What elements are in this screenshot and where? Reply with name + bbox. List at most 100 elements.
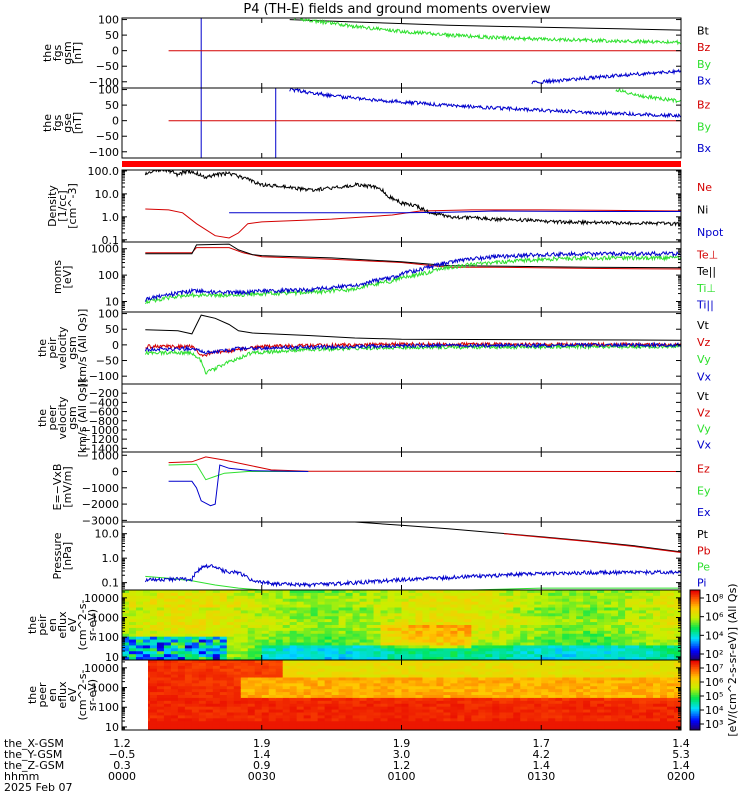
ytick-e_vxb-0: 1000 — [91, 449, 119, 462]
series-density-ne — [145, 208, 681, 239]
ytick-peir_velocity-0: 100 — [98, 308, 119, 321]
series-pressure-pt — [354, 522, 681, 553]
ytick-temperature-0: 1000 — [91, 243, 119, 256]
series-pressure-pe — [145, 575, 681, 590]
ytick-pressure-2: 0.1 — [102, 577, 120, 590]
legend-e_vxb-1: Ey — [697, 484, 711, 497]
series-temperature-ti|| — [144, 250, 681, 302]
series-density-npot — [229, 210, 681, 214]
ylabel-peir_eflux: thepeirenefluxeV(cm^2-s-sr-eV) — [26, 600, 99, 651]
ytick-peer_velocity-1: −400 — [89, 396, 119, 409]
xtick-y_gsm-4: 5.3 — [672, 748, 690, 761]
ytick-fgs_gsm-3: −50 — [96, 60, 119, 73]
xtick-y_gsm-1: 1.4 — [253, 748, 271, 761]
ytick-fgs_gse-0: 100 — [98, 84, 119, 97]
legend-temperature-2: Ti⊥ — [696, 282, 716, 295]
ytick-e_vxb-1: 0 — [112, 466, 119, 479]
xtick-z_gsm-2: 1.2 — [393, 759, 411, 772]
ytick-peir_eflux-2: 100 — [98, 631, 119, 644]
legend-peer_velocity-1: Vz — [697, 406, 711, 419]
legend-density-0: Ne — [697, 181, 712, 194]
ylabel-fgs_gse: thefgsgse[nT] — [41, 112, 84, 134]
legend-pressure-3: Pi — [697, 577, 706, 590]
plot-title: P4 (TH-E) fields and ground moments over… — [243, 2, 551, 17]
xtick-hhmm-1: 0030 — [248, 770, 276, 783]
xtick-y_gsm-3: 4.2 — [533, 748, 551, 761]
frame-fgs_gse — [121, 87, 682, 159]
xtick-y_gsm-0: −0.5 — [109, 748, 136, 761]
panel-peir_velocity: Vt Vz Vy Vx 100 50 0 −50 −100thepeirvelocitygsm[… — [36, 308, 712, 388]
colorbar-label: [eV/(cm^2-s-sr-eV)] (All Qs) — [726, 583, 739, 736]
xtick-x_gsm-4: 1.4 — [672, 737, 690, 750]
cbar-tick-peir_eflux-3: 10² — [705, 648, 723, 661]
legend-peer_velocity-0: Vt — [697, 390, 710, 403]
ylabel-peer_eflux: thepeerenefluxeV(cm^2-s-sr-eV) — [26, 670, 99, 721]
legend-e_vxb-0: Ez — [697, 462, 710, 475]
legend-peer_velocity-2: Vy — [697, 423, 711, 436]
ytick-e_vxb-4: −3000 — [82, 514, 119, 527]
ytick-temperature-2: 10 — [105, 296, 119, 309]
legend-fgs_gsm-2: By — [697, 58, 712, 71]
ylabel-e_vxb: E=−VxB[mV/m] — [51, 464, 74, 511]
ytick-peir_velocity-2: 0 — [112, 339, 119, 352]
ytick-peer_velocity-0: −200 — [89, 387, 119, 400]
ylabel-temperature: moms[eV] — [51, 260, 74, 294]
ytick-peer_velocity-3: −800 — [89, 415, 119, 428]
ytick-peer_velocity-2: −600 — [89, 406, 119, 419]
ytick-peir_velocity-4: −100 — [89, 370, 119, 383]
series-e_vxb-ex — [168, 464, 309, 507]
ytick-fgs_gsm-2: 0 — [112, 45, 119, 58]
series-peir_velocity-vt — [145, 314, 681, 341]
ytick-peir_eflux-1: 1000 — [91, 612, 119, 625]
legend-peer_velocity-3: Vx — [697, 439, 712, 452]
ytick-peer_eflux-3: 10 — [105, 721, 119, 734]
cbar-tick-peer_eflux-2: 10⁵ — [705, 690, 723, 703]
legend-density-2: Npot — [697, 226, 724, 239]
ytick-fgs_gsm-1: 50 — [105, 29, 119, 42]
legend-temperature-0: Te⊥ — [696, 249, 718, 262]
legend-e_vxb-2: Ex — [697, 506, 711, 519]
ytick-pressure-1: 1.0 — [102, 552, 120, 565]
ytick-peir_eflux-0: 10000 — [84, 592, 119, 605]
xtick-y_gsm-2: 3.0 — [393, 748, 411, 761]
series-peir_velocity-vx — [144, 341, 681, 355]
ytick-peir_eflux-3: 10 — [105, 651, 119, 664]
ytick-fgs_gse-3: −50 — [96, 130, 119, 143]
panel-fgs_gsm: Bt Bz By Bx 100 50 0 −50 −100 thefgsgsm[nT] — [41, 14, 712, 89]
panel-peir_eflux: 10000 1000 100 10 thepeirenefluxeV(cm^2-s-sr… — [26, 589, 682, 664]
panel-temperature: Te⊥ Te|| Ti⊥ Ti|| 1000 100 10 moms[eV] — [51, 241, 718, 313]
ylabel-pressure: Pressure[nPa] — [51, 532, 74, 579]
cbar-tick-peer_eflux-3: 10⁴ — [705, 704, 724, 717]
ylabel-density: Density[1/cc][cm^-3] — [46, 183, 79, 229]
panel-fgs_gse: Bz By Bx 100 50 0 −50 −100 thefgsgse[nT] — [41, 84, 712, 159]
xaxis-row-label-2: the_Z-GSM — [4, 759, 64, 772]
legend-pressure-1: Pb — [697, 544, 711, 557]
legend-density-1: Ni — [697, 203, 708, 216]
series-pressure-pi — [144, 563, 681, 589]
ytick-fgs_gsm-0: 100 — [98, 14, 119, 27]
ytick-fgs_gse-4: −100 — [89, 146, 119, 159]
ytick-density-0: 100.0 — [88, 165, 120, 178]
ytick-e_vxb-3: −2000 — [82, 498, 119, 511]
legend-peir_velocity-1: Vz — [697, 336, 711, 349]
ytick-peer_velocity-6: −1400 — [82, 442, 119, 455]
ytick-peir_velocity-1: 50 — [105, 323, 119, 336]
legend-pressure-0: Pt — [697, 528, 709, 541]
legend-fgs_gsm-3: Bx — [697, 75, 712, 88]
panel-peer_eflux: 10000 1000 100 10 thepeerenefluxeV(cm^2-s-sr… — [26, 659, 682, 734]
ytick-density-1: 10.0 — [95, 188, 120, 201]
panel-density: Ne Ni Npot 100.0 10.0 1.0 0.1 Density[1/cc][cm^… — [46, 165, 724, 247]
series-fgs_gsm-bx — [531, 68, 681, 85]
panel-e_vxb: Ez Ey Ex 1000 0 −1000 −2000 −3000 E=−VxB[mV/m] — [51, 449, 711, 527]
ytick-pressure-0: 10.0 — [95, 528, 120, 541]
ytick-fgs_gsm-4: −100 — [89, 76, 119, 89]
ylabel-fgs_gsm: thefgsgsm[nT] — [41, 41, 84, 64]
xtick-z_gsm-4: 1.4 — [672, 759, 690, 772]
spectrogram-peer_eflux — [122, 660, 681, 730]
cbar-tick-peir_eflux-1: 10⁶ — [705, 611, 724, 624]
frame-density — [121, 169, 682, 243]
xaxis-row-label-1: the_Y-GSM — [4, 748, 62, 761]
ytick-peer_velocity-4: −1000 — [82, 424, 119, 437]
series-fgs_gsm-by — [293, 18, 681, 46]
